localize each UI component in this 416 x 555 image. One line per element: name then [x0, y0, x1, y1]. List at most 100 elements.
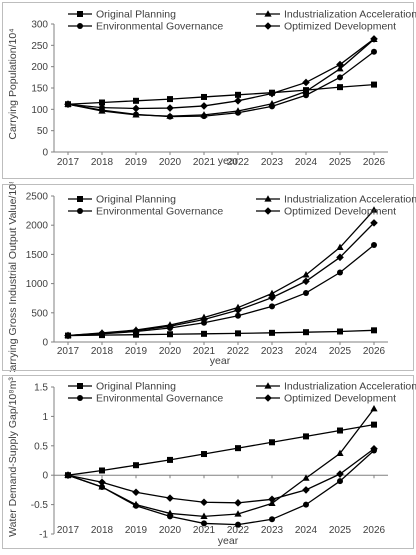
data-point-square [337, 84, 343, 91]
data-point-diamond [200, 102, 208, 110]
data-point-diamond [268, 293, 276, 302]
y-tick-label: 1500 [26, 250, 49, 261]
data-point-triangle [370, 206, 378, 213]
legend-entry: Optimized Development [256, 206, 396, 218]
series-environmental-governance [65, 242, 377, 339]
chart-water-demand-supply-gap: -1 -0.5 0 0.5 1 1.5 2017 2018 2019 2020 2021 2022 20… [0, 373, 416, 555]
data-point-square [337, 328, 343, 335]
series-line [67, 423, 375, 476]
data-point-diamond [166, 104, 174, 112]
y-tick-label: 200 [31, 62, 48, 73]
x-tick-label: 2026 [363, 346, 386, 357]
data-point-circle [269, 303, 275, 310]
data-point-circle [235, 521, 241, 528]
data-point-square [133, 331, 139, 338]
data-point-diamond [98, 478, 106, 487]
data-point-circle [269, 103, 275, 110]
legend-marker-triangle [264, 10, 272, 17]
y-tick-label: 0 [42, 471, 48, 482]
series-line [67, 450, 375, 526]
data-point-triangle [336, 449, 344, 457]
data-point-triangle [200, 512, 208, 519]
chart-carrying-population: 0 50 100 150 200 250 300 2017 2018 2019 2020 2021 20… [0, 0, 416, 185]
series-optimized-development [64, 219, 378, 340]
data-point-square [167, 456, 173, 463]
x-tick-label: 2023 [261, 157, 284, 168]
data-point-diamond [234, 306, 242, 314]
data-point-circle [337, 478, 343, 485]
legend-entry: Environmental Governance [68, 393, 223, 405]
legend-marker-circle [77, 23, 83, 29]
data-point-triangle [302, 87, 310, 95]
data-point-circle [133, 111, 139, 118]
data-point-circle [337, 269, 343, 276]
series-line [67, 38, 375, 110]
x-tick-label: 2020 [159, 346, 182, 357]
data-point-square [303, 433, 309, 440]
y-axis-title: Water Demand-Supply Gap/10⁸m³ [7, 377, 19, 537]
y-axis-title: Carrying Gross Industrial Output Value/1… [7, 182, 19, 372]
x-tick-label: 2017 [57, 346, 80, 357]
data-point-square [235, 91, 241, 98]
data-point-triangle [302, 474, 310, 481]
legend-entry: Industrialization Acceleration [256, 194, 416, 206]
data-point-circle [303, 501, 309, 508]
x-tick-label: 2019 [125, 346, 148, 357]
data-point-square [337, 427, 343, 434]
x-tick-label: 2025 [329, 157, 352, 168]
data-point-diamond [234, 499, 242, 507]
x-tick-label: 2025 [329, 525, 352, 536]
data-point-circle [371, 242, 377, 249]
data-point-square [201, 93, 207, 100]
series-line [67, 448, 375, 504]
data-point-square [269, 439, 275, 446]
legend-marker-triangle [264, 382, 272, 389]
data-point-circle [303, 92, 309, 99]
x-tick-label: 2026 [363, 525, 386, 536]
legend-marker-square [77, 11, 83, 17]
legend-label: Environmental Governance [96, 21, 223, 33]
data-point-diamond [336, 253, 344, 262]
data-point-diamond [200, 498, 208, 507]
series-line [67, 51, 375, 118]
data-point-square [99, 99, 105, 106]
legend-marker-diamond [264, 394, 272, 402]
x-tick-label: 2018 [91, 346, 114, 357]
data-point-square [371, 327, 377, 334]
legend-label: Optimized Development [284, 206, 396, 218]
data-point-diamond [166, 322, 174, 331]
data-point-circle [235, 312, 241, 319]
x-tick-label: 2021 [193, 346, 216, 357]
data-point-circle [201, 113, 207, 120]
chart-panel-1-frame [2, 2, 414, 179]
y-tick-label: 1000 [26, 279, 49, 290]
y-tick-label: -0.5 [31, 500, 49, 511]
data-point-circle [337, 74, 343, 81]
x-axis-title: year [210, 355, 231, 367]
legend-label: Industrialization Acceleration [284, 194, 416, 206]
chart-carrying-industrial-output: 0 500 1000 1500 2000 2500 2017 2018 2019 2020 2021… [0, 154, 416, 378]
data-point-diamond [302, 277, 310, 286]
y-tick-label: 2500 [26, 192, 49, 203]
data-point-diamond [98, 329, 106, 338]
data-point-circle [99, 483, 105, 490]
x-axis-title: year [218, 535, 239, 547]
legend-entry: Original Planning [68, 9, 176, 21]
data-point-diamond [64, 331, 72, 340]
data-point-diamond [302, 486, 310, 494]
legend-label: Original Planning [96, 194, 176, 206]
data-point-circle [269, 516, 275, 523]
data-point-circle [371, 48, 377, 55]
y-tick-label: 2000 [26, 221, 49, 232]
y-tick-label: 0 [42, 148, 48, 159]
series-line [67, 83, 375, 105]
series-optimized-development [64, 35, 378, 113]
legend-label: Environmental Governance [96, 206, 223, 218]
data-point-square [167, 331, 173, 338]
x-tick-label: 2017 [57, 157, 80, 168]
x-tick-label: 2021 [193, 525, 216, 536]
y-tick-label: 0 [42, 338, 48, 349]
legend-entry: Optimized Development [256, 393, 396, 405]
y-tick-label: 150 [31, 84, 48, 95]
x-tick-label: 2017 [57, 525, 80, 536]
